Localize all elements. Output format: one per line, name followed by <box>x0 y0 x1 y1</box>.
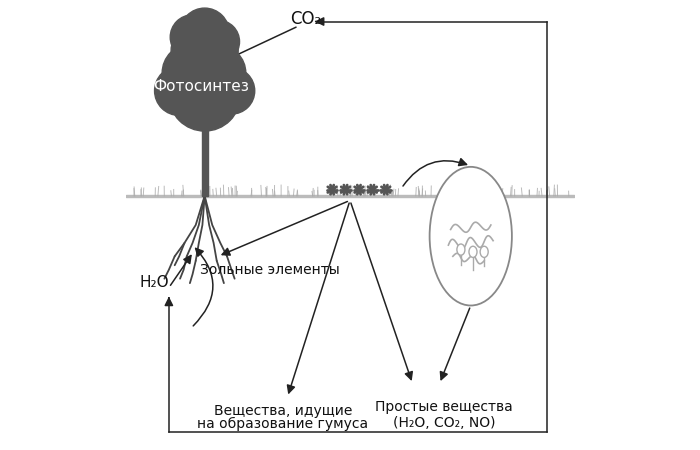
Ellipse shape <box>480 246 488 257</box>
Circle shape <box>169 59 240 131</box>
Circle shape <box>208 68 255 114</box>
Text: CO₂: CO₂ <box>290 10 321 28</box>
Text: (H₂O, CO₂, NO): (H₂O, CO₂, NO) <box>393 416 495 430</box>
Text: H₂O: H₂O <box>139 275 169 290</box>
Ellipse shape <box>469 246 477 257</box>
Circle shape <box>190 45 246 101</box>
Text: Простые вещества: Простые вещества <box>375 400 513 414</box>
Circle shape <box>170 15 215 59</box>
Circle shape <box>155 66 204 116</box>
Text: Вещества, идущие: Вещества, идущие <box>214 404 352 418</box>
Bar <box>202 100 208 196</box>
Text: Зольные элементы: Зольные элементы <box>199 263 340 277</box>
Ellipse shape <box>457 244 465 255</box>
Circle shape <box>197 20 239 63</box>
Text: Фотосинтез: Фотосинтез <box>153 79 249 94</box>
Ellipse shape <box>430 167 512 306</box>
Circle shape <box>186 25 238 76</box>
Circle shape <box>171 24 225 77</box>
Circle shape <box>162 44 220 102</box>
Text: на образование гумуса: на образование гумуса <box>197 417 368 431</box>
Circle shape <box>180 8 230 57</box>
